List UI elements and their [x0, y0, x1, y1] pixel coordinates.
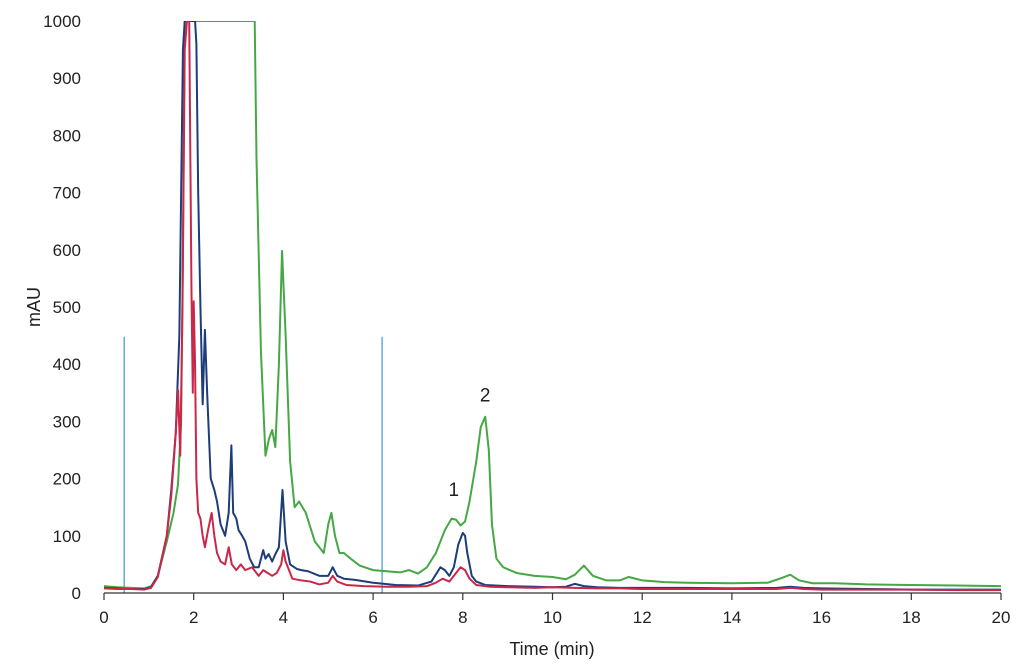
- x-tick-label: 12: [633, 608, 652, 627]
- x-tick-label: 8: [458, 608, 467, 627]
- y-axis-ticks: 0 100 200 300 400 500 600 700 800 900 1000: [43, 12, 81, 603]
- x-tick-label: 4: [279, 608, 288, 627]
- peak-annotations: 12: [449, 385, 491, 500]
- injection-markers: [123, 336, 383, 593]
- x-axis-ticks: 0 2 4 6 8 10 12 14 16 18 20: [99, 593, 1010, 627]
- y-tick-label: 300: [53, 412, 81, 431]
- y-tick-label: 0: [72, 584, 81, 603]
- y-tick-label: 900: [53, 69, 81, 88]
- x-tick-label: 14: [722, 608, 741, 627]
- y-tick-label: 800: [53, 126, 81, 145]
- y-tick-label: 100: [53, 527, 81, 546]
- peak-label-2: 2: [480, 385, 491, 406]
- x-tick-label: 16: [812, 608, 831, 627]
- chromatogram-traces: [104, 21, 1001, 592]
- y-tick-label: 200: [53, 470, 81, 489]
- x-axis-title: Time (min): [509, 639, 594, 659]
- y-tick-label: 1000: [43, 12, 81, 31]
- x-tick-label: 2: [189, 608, 198, 627]
- y-tick-label: 400: [53, 355, 81, 374]
- trace-1: [104, 21, 1001, 590]
- x-tick-label: 0: [99, 608, 108, 627]
- y-tick-label: 600: [53, 241, 81, 260]
- x-tick-label: 20: [992, 608, 1011, 627]
- x-tick-label: 18: [902, 608, 921, 627]
- y-axis-title: mAU: [24, 287, 44, 327]
- peak-label-1: 1: [449, 480, 460, 501]
- trace-3: [104, 21, 1001, 592]
- x-tick-label: 6: [368, 608, 377, 627]
- y-tick-label: 700: [53, 184, 81, 203]
- trace-2: [104, 21, 1001, 591]
- y-tick-label: 500: [53, 298, 81, 317]
- x-tick-label: 10: [543, 608, 562, 627]
